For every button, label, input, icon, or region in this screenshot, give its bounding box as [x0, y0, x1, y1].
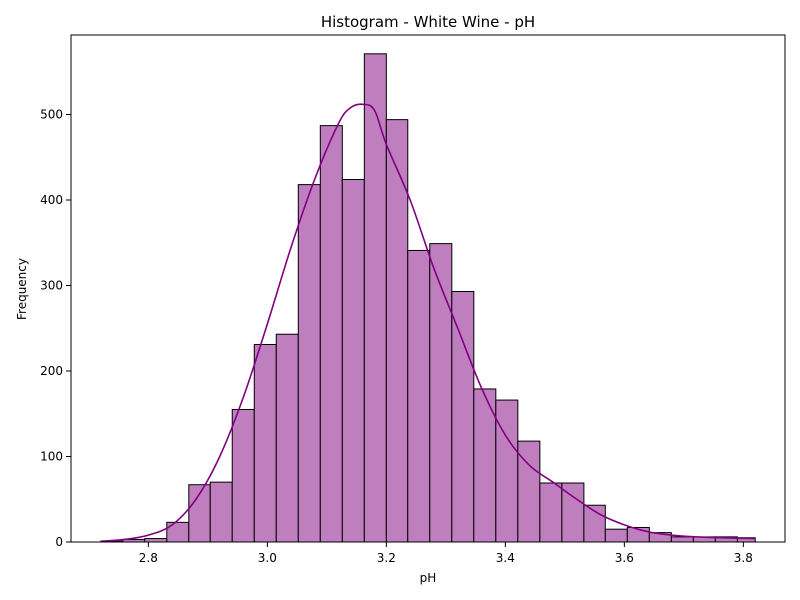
histogram-bar-26 [670, 536, 694, 543]
y-tick-label: 500 [40, 108, 63, 122]
histogram-bar-13 [385, 119, 409, 543]
y-tick-label: 0 [55, 535, 63, 549]
y-tick-label: 100 [40, 450, 63, 464]
y-tick-label: 400 [40, 193, 63, 207]
chart-title: Histogram - White Wine - pH [321, 13, 535, 31]
histogram-bar-16 [451, 290, 475, 543]
y-tick-label: 200 [40, 364, 63, 378]
x-tick-label: 3.6 [615, 551, 634, 565]
histogram-bar-15 [429, 243, 453, 543]
x-tick-label: 3.8 [734, 551, 753, 565]
histogram-bar-3 [166, 521, 190, 543]
histogram-bar-6 [231, 408, 255, 543]
histogram-bar-8 [275, 333, 299, 543]
histogram-bar-20 [539, 482, 563, 543]
histogram-bar-11 [341, 178, 365, 543]
histogram-bar-9 [297, 184, 321, 543]
histogram-bar-2 [144, 538, 168, 543]
y-axis-label: Frequency [15, 258, 29, 320]
x-tick-label: 3.4 [496, 551, 515, 565]
x-tick-label: 3.0 [258, 551, 277, 565]
kde-curve [100, 103, 756, 542]
y-tick-label: 300 [40, 279, 63, 293]
y-axis: 0 100 200 300 400 500 [40, 108, 71, 549]
x-axis-label: pH [420, 571, 437, 585]
x-axis: 2.8 3.0 3.2 3.4 3.6 3.8 [139, 542, 753, 565]
histogram-bar-5 [209, 481, 233, 543]
bars-group [100, 53, 756, 543]
histogram-bar-7 [253, 344, 277, 543]
plot-frame [70, 34, 786, 543]
x-tick-label: 3.2 [377, 551, 396, 565]
histogram-bar-18 [495, 399, 519, 543]
x-tick-label: 2.8 [139, 551, 158, 565]
histogram-bar-14 [407, 249, 431, 543]
histogram-bar-23 [604, 528, 628, 543]
histogram-bar-12 [363, 53, 387, 543]
histogram-bar-10 [319, 125, 343, 543]
